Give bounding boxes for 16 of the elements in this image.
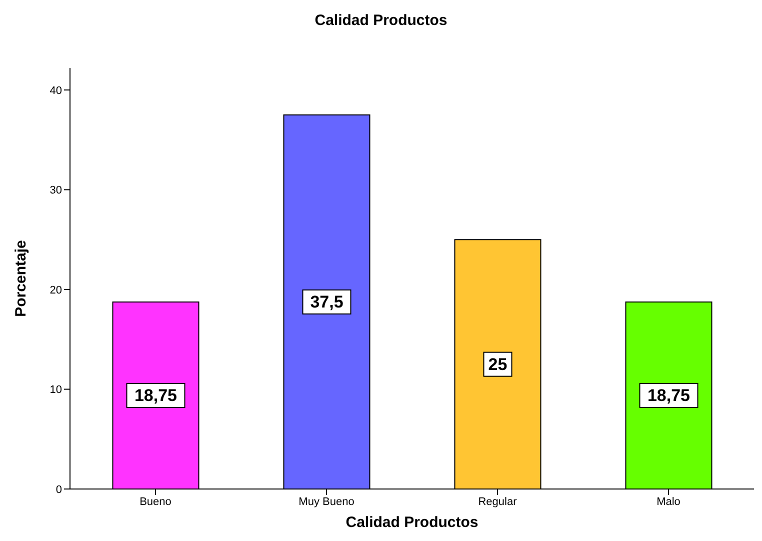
y-tick-label: 20: [50, 284, 62, 296]
x-tick-label: Muy Bueno: [298, 496, 354, 508]
x-axis-title: Calidad Productos: [346, 514, 478, 531]
y-axis-title: Porcentaje: [12, 240, 30, 317]
data-label: 18,75: [647, 386, 690, 405]
y-tick-label: 30: [50, 184, 62, 197]
data-label: 37,5: [310, 292, 344, 312]
data-label: 18,75: [134, 386, 178, 405]
x-tick-label: Regular: [478, 496, 518, 508]
chart-title: Calidad Productos: [314, 11, 448, 31]
y-tick-label: 40: [50, 84, 62, 97]
y-tick-label: 0: [56, 484, 62, 496]
x-tick-label: Bueno: [140, 496, 172, 508]
y-tick-label: 10: [50, 384, 62, 396]
data-label: 25: [488, 354, 508, 374]
x-tick-label: Malo: [656, 496, 680, 508]
